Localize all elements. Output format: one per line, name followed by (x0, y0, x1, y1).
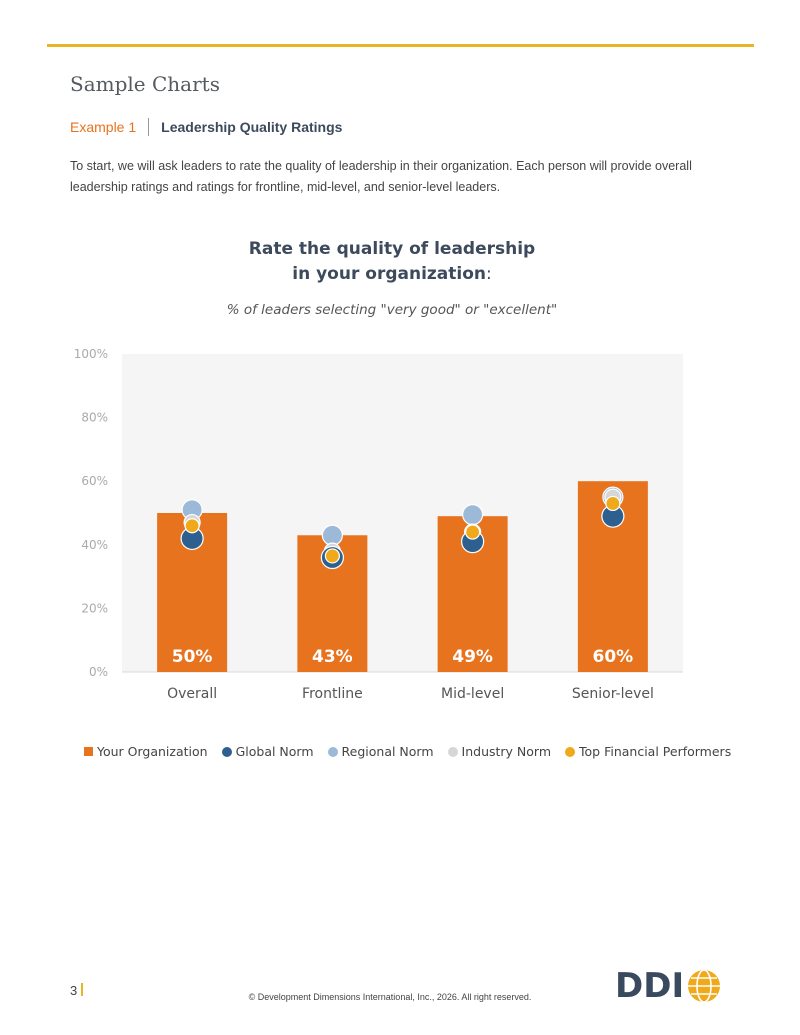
x-tick-label: Overall (167, 686, 217, 702)
example-heading: Example 1 Leadership Quality Ratings (70, 118, 342, 136)
legend-swatch (84, 747, 93, 756)
dot-top-financial-performers (605, 495, 621, 512)
top-accent-rule (47, 44, 754, 47)
dot-top-financial-performers (324, 548, 340, 564)
legend-item: Global Norm (221, 744, 314, 759)
legend-label: Global Norm (235, 744, 314, 759)
intro-paragraph: To start, we will ask leaders to rate th… (70, 159, 692, 194)
logo-text: DDI (615, 966, 685, 1006)
legend-item: Top Financial Performers (565, 744, 731, 759)
legend-swatch (221, 746, 232, 757)
chart: 0% 20% 40% 60% 80% 100% 50% Overall 43% Frontline… (74, 347, 683, 702)
bar-value-label: 49% (452, 647, 493, 667)
x-tick-label: Frontline (302, 686, 363, 702)
example-title: Leadership Quality Ratings (161, 119, 343, 135)
example-divider (148, 118, 150, 136)
y-tick-label: 100% (74, 347, 108, 361)
chart-title: Rate the quality of leadership in your o… (0, 237, 784, 287)
bar-value-label: 60% (593, 647, 634, 667)
globe-icon (688, 969, 721, 1003)
chart-title-line2: in your organization (292, 264, 486, 284)
copyright-footer: © Development Dimensions International, … (248, 992, 532, 1002)
legend-swatch (565, 746, 576, 757)
example-label: Example 1 (70, 119, 137, 135)
chart-title-colon: : (486, 264, 492, 284)
dot-regional-norm (321, 524, 343, 546)
y-tick-label: 60% (81, 474, 108, 488)
section-title: Sample Charts (70, 72, 220, 96)
page-number-text: 3 (70, 983, 78, 998)
legend-item: Industry Norm (447, 744, 552, 759)
chart-title-line1: Rate the quality of leadership (248, 239, 536, 259)
legend-label: Industry Norm (461, 744, 552, 759)
dot-top-financial-performers (465, 524, 481, 540)
legend-label: Regional Norm (341, 744, 434, 759)
legend-item: Your Organization (84, 744, 208, 759)
bar-value-label: 50% (172, 647, 213, 667)
y-tick-label: 40% (81, 538, 108, 552)
page-number: 3 (70, 983, 84, 998)
page-number-bar (81, 983, 84, 996)
y-tick-label: 0% (89, 665, 108, 679)
x-tick-label: Senior-level (572, 686, 654, 702)
y-tick-label: 80% (81, 411, 108, 425)
x-tick-label: Mid-level (441, 686, 504, 702)
chart-legend: Your Organization Global Norm Regional Nor… (84, 744, 731, 759)
legend-item: Regional Norm (327, 744, 434, 759)
chart-subtitle: % of leaders selecting "very good" or "e… (226, 302, 558, 318)
legend-label: Top Financial Performers (579, 744, 732, 759)
legend-swatch (447, 746, 458, 757)
dot-top-financial-performers (184, 518, 200, 534)
legend-swatch (327, 746, 338, 757)
bar-value-label: 43% (312, 647, 353, 667)
legend-label: Your Organization (97, 744, 208, 759)
dot-regional-norm (462, 503, 484, 526)
y-tick-label: 20% (81, 601, 108, 615)
ddi-logo: DDI (615, 966, 722, 1006)
